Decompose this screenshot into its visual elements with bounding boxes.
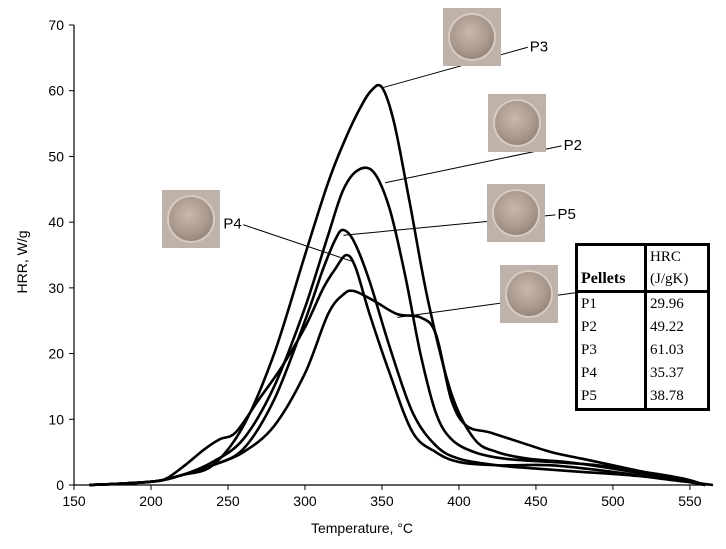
hrc-row: P5 38.78 [576, 385, 709, 410]
callout-label-p2: P2 [564, 137, 582, 154]
hrc-table-header: Pellets HRC (J/gK) [576, 244, 709, 293]
header-hrc: HRC (J/gK) [645, 244, 709, 293]
hrc-row-pellet: P5 [576, 385, 647, 410]
x-tick-label: 150 [62, 493, 86, 509]
y-tick-label: 30 [48, 280, 64, 296]
pellet-disc [507, 272, 551, 316]
y-tick-label: 20 [48, 346, 64, 362]
hrc-row: P1 29.96 [576, 291, 709, 316]
hrc-table: Pellets HRC (J/gK) P1 29.96 P2 49.22 P3 61.03… [575, 243, 710, 411]
pellet-disc [169, 197, 213, 241]
pellet-photo-p3 [443, 8, 501, 66]
pellet-disc [494, 191, 538, 235]
hrc-row-value: 49.22 [650, 319, 684, 335]
y-tick-label: 0 [56, 477, 64, 493]
callout-label-p4: P4 [223, 216, 241, 233]
x-tick-label: 200 [139, 493, 163, 509]
hrc-row: P3 61.03 [576, 339, 709, 362]
callout-label-p3: P3 [530, 38, 548, 55]
y-tick-label: 70 [48, 17, 64, 33]
hrc-row-pellet: P2 [576, 316, 647, 339]
y-tick-label: 50 [48, 148, 64, 164]
x-axis-title: Temperature, °C [311, 520, 413, 536]
hrc-table-body: P1 29.96 P2 49.22 P3 61.03 P4 35.37 P5 38.78 [576, 291, 709, 410]
axes: 150 200 250 300 350 400 450 500 550 0 10 20 30 40 50 60… [48, 17, 713, 509]
hrc-row-pellet: P1 [576, 291, 647, 316]
callout-line-p1 [397, 289, 593, 318]
hrc-row-value: 29.96 [650, 296, 684, 312]
callout-line-p3 [383, 46, 528, 88]
hrc-row-pellet: P4 [576, 362, 647, 385]
x-tick-label: 500 [601, 493, 625, 509]
y-tick-label: 60 [48, 83, 64, 99]
series-line-p3 [89, 83, 706, 487]
pellet-disc [450, 15, 494, 59]
callout-label-p5: P5 [557, 206, 575, 223]
x-tick-label: 300 [293, 493, 317, 509]
hrc-row-value: 35.37 [650, 365, 684, 381]
pellet-photo-p1 [500, 265, 558, 323]
pellet-photo-p5 [487, 184, 545, 242]
x-tick-label: 350 [370, 493, 394, 509]
pellet-photo-p4 [162, 190, 220, 248]
x-tick-label: 400 [447, 493, 471, 509]
x-tick-label: 550 [678, 493, 702, 509]
hrc-row-pellet: P3 [576, 339, 647, 362]
hrc-row: P2 49.22 [576, 316, 709, 339]
pellet-photo-p2 [488, 94, 546, 152]
hrc-row-value: 38.78 [650, 388, 684, 404]
y-tick-label: 40 [48, 214, 64, 230]
x-tick-label: 450 [524, 493, 548, 509]
header-pellets: Pellets [576, 244, 647, 293]
series-line-p5 [89, 228, 706, 487]
hrc-row-value: 61.03 [650, 342, 684, 358]
pellet-disc [495, 101, 539, 145]
x-tick-label: 250 [216, 493, 240, 509]
hrc-row: P4 35.37 [576, 362, 709, 385]
series-line-p4 [89, 253, 714, 487]
callout-line-p2 [384, 145, 562, 184]
callout-line-p4 [243, 224, 353, 263]
y-tick-label: 10 [48, 411, 64, 427]
y-axis-title: HRR, W/g [14, 231, 30, 294]
